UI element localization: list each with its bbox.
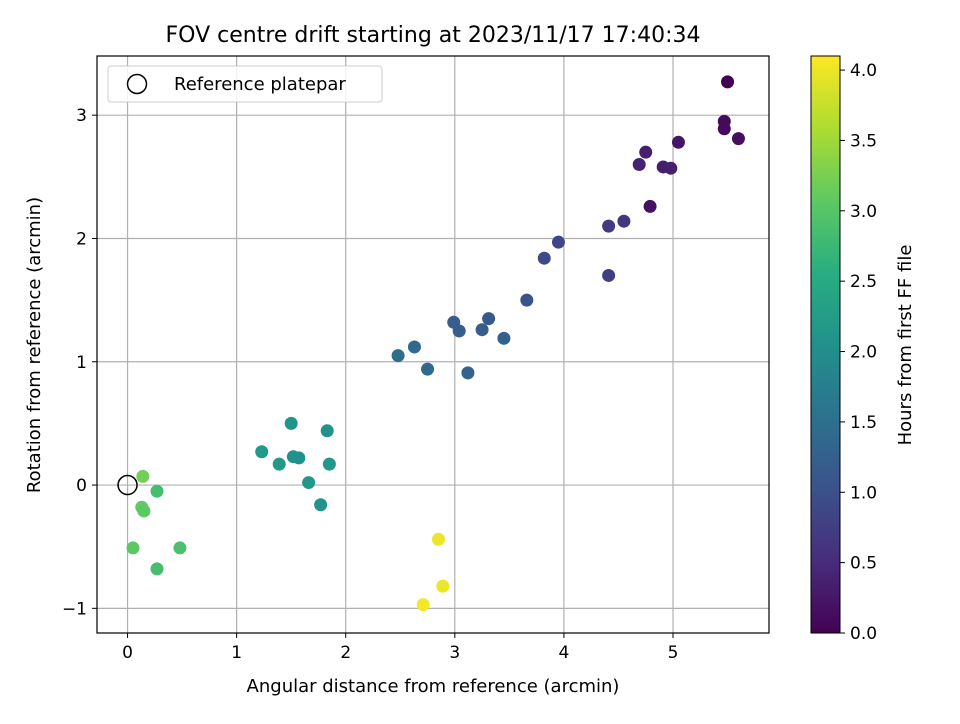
data-point xyxy=(391,349,405,363)
x-tick-label: 2 xyxy=(340,643,351,663)
data-point xyxy=(150,484,164,498)
data-point xyxy=(292,451,306,465)
data-point xyxy=(731,132,745,146)
data-point xyxy=(436,579,450,593)
data-point xyxy=(137,504,151,518)
y-tick-label: 0 xyxy=(76,476,87,496)
data-point xyxy=(602,219,616,233)
data-point xyxy=(671,135,685,149)
x-axis-ticks: 0 1 2 3 4 5 xyxy=(122,633,678,663)
data-point xyxy=(421,362,435,376)
colorbar-tick-label: 4.0 xyxy=(850,61,877,81)
data-point xyxy=(136,469,150,483)
y-tick-label: 1 xyxy=(76,353,87,373)
x-tick-label: 5 xyxy=(668,643,679,663)
x-tick-label: 0 xyxy=(122,643,133,663)
colorbar-tick-label: 2.5 xyxy=(850,272,877,292)
data-point xyxy=(461,366,475,380)
data-point xyxy=(551,235,565,249)
y-tick-label: 2 xyxy=(76,229,87,249)
data-point xyxy=(520,293,534,307)
data-point xyxy=(150,562,164,576)
y-tick-label: 3 xyxy=(76,106,87,126)
data-point xyxy=(643,199,657,213)
data-point xyxy=(416,598,430,612)
data-point xyxy=(452,324,466,338)
data-point xyxy=(272,457,286,471)
colorbar: 0.0 0.5 1.0 1.5 2.0 2.5 3.0 3.5 4.0 Hours from f… xyxy=(810,55,916,644)
x-axis-label: Angular distance from reference (arcmin) xyxy=(247,676,620,697)
data-points xyxy=(117,75,745,612)
y-axis-ticks: −1 0 1 2 3 xyxy=(62,106,97,619)
data-point xyxy=(407,340,421,354)
data-point xyxy=(632,157,646,171)
data-point xyxy=(664,161,678,175)
grid-lines xyxy=(97,56,769,633)
x-tick-label: 3 xyxy=(449,643,460,663)
reference-platepar-marker xyxy=(117,474,138,496)
colorbar-tick-label: 3.5 xyxy=(850,131,877,151)
data-point xyxy=(617,214,631,228)
data-point xyxy=(431,532,445,546)
colorbar-tick-label: 3.0 xyxy=(850,202,877,222)
data-point xyxy=(284,416,298,430)
data-point xyxy=(537,251,551,265)
colorbar-label: Hours from first FF file xyxy=(895,245,916,446)
data-point xyxy=(497,331,511,345)
colorbar-tick-label: 1.5 xyxy=(850,413,877,433)
x-tick-label: 4 xyxy=(558,643,569,663)
plot-frame xyxy=(96,55,770,634)
data-point xyxy=(482,312,496,326)
chart-title: FOV centre drift starting at 2023/11/17 … xyxy=(166,23,701,48)
data-point xyxy=(302,476,316,490)
data-point xyxy=(126,541,140,555)
colorbar-ticks: 0.0 0.5 1.0 1.5 2.0 2.5 3.0 3.5 4.0 xyxy=(840,61,877,644)
colorbar-tick-label: 1.0 xyxy=(850,483,877,503)
data-point xyxy=(255,445,269,459)
data-point xyxy=(602,268,616,282)
x-tick-label: 1 xyxy=(231,643,242,663)
legend-box xyxy=(107,65,383,103)
data-point xyxy=(475,323,489,337)
legend-reference-marker xyxy=(126,73,148,95)
colorbar-tick-label: 2.0 xyxy=(850,343,877,363)
data-point xyxy=(320,424,334,438)
legend-label-reference: Reference platepar xyxy=(174,74,346,95)
data-point xyxy=(314,498,328,512)
colorbar-tick-label: 0.5 xyxy=(850,554,877,574)
data-point xyxy=(322,457,336,471)
data-point xyxy=(173,541,187,555)
legend: Reference platepar xyxy=(107,65,383,103)
colorbar-tick-label: 0.0 xyxy=(850,624,877,644)
colorbar-gradient xyxy=(810,55,841,634)
data-point xyxy=(717,122,731,136)
y-tick-label: −1 xyxy=(62,599,87,619)
y-axis-label: Rotation from reference (arcmin) xyxy=(24,197,45,493)
data-point xyxy=(721,75,735,89)
data-point xyxy=(639,145,653,159)
